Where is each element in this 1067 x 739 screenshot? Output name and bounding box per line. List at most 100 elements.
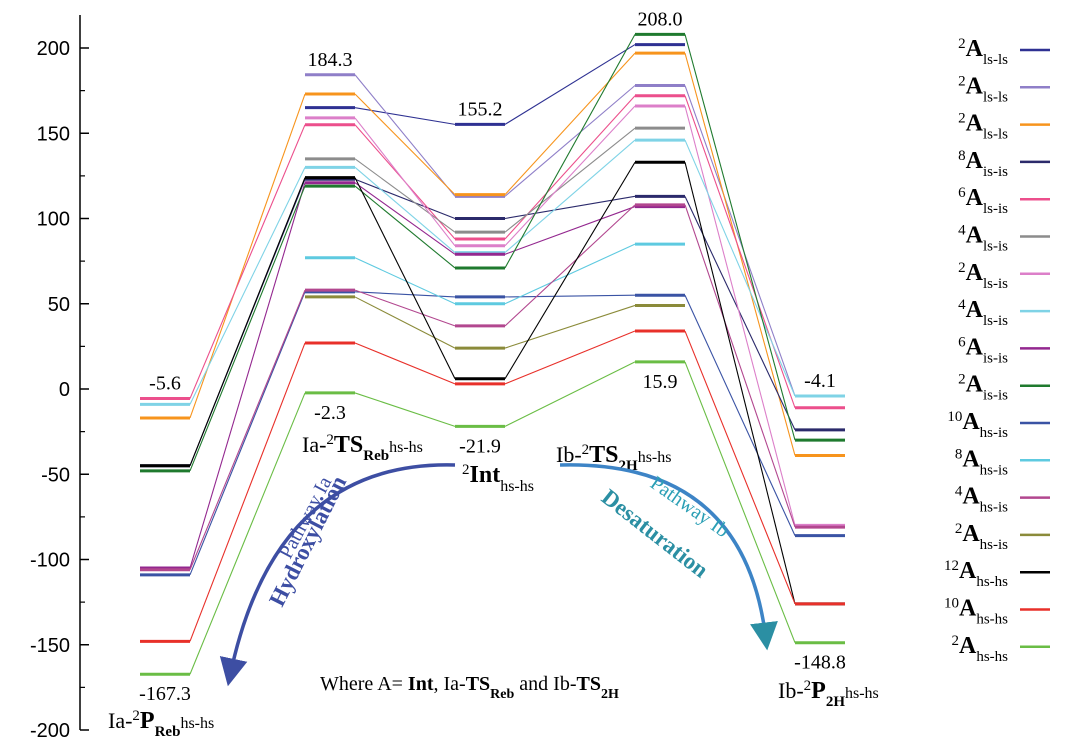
value-label: -21.9 xyxy=(459,435,501,457)
value-label: 208.0 xyxy=(638,8,683,30)
legend-label: 6Ais-is xyxy=(958,334,1008,366)
y-tick-label: 100 xyxy=(37,209,70,231)
connector-12-hs-hs-14 xyxy=(354,177,456,380)
legend-label: 2Als-ls xyxy=(958,73,1008,105)
connector-6-is-is-8 xyxy=(504,206,636,255)
state-label-P_2H: Ib-2P2Hhs-hs xyxy=(778,678,879,710)
legend-label: 6Als-is xyxy=(958,185,1008,217)
state-label-P_Reb: Ia-2PRebhs-hs xyxy=(108,708,214,739)
connector-6-is-is-8 xyxy=(354,182,456,255)
connector-4-ls-is-7 xyxy=(354,166,456,254)
connector-2-is-is-9 xyxy=(504,34,636,269)
connector-2-ls-ls-2 xyxy=(684,52,796,456)
value-labels: -5.6 -167.3 184.3 -2.3 155.2 -21.9 208.0 15.9 -4… xyxy=(139,8,846,705)
legend-label: 2Ahs-is xyxy=(955,521,1008,553)
value-label: -5.6 xyxy=(149,373,181,395)
connector-2-ls-is-6 xyxy=(354,117,456,247)
pathway-ib-arrow xyxy=(559,463,778,651)
connector-10-hs-hs-15 xyxy=(684,330,796,605)
connector-4-ls-is-5 xyxy=(354,158,456,233)
connector-12-hs-hs-14 xyxy=(504,161,636,380)
connector-8-hs-is-11 xyxy=(354,257,456,305)
legend-label: 4Als-is xyxy=(958,223,1008,255)
connector-2-hs-is-13 xyxy=(354,296,456,349)
legend: 2Als-ls 2Als-ls 2Als-ls 8Ais-is 6Als-is 4Als-… xyxy=(944,36,1050,665)
energy-levels xyxy=(140,32,845,676)
connector-8-is-is-3 xyxy=(504,195,636,220)
connector-10-hs-hs-15 xyxy=(189,342,306,642)
legend-label: 12Ahs-hs xyxy=(944,558,1008,590)
connector-8-is-is-3 xyxy=(354,178,456,220)
y-tick-label: -50 xyxy=(41,464,70,486)
legend-label: 2Ahs-hs xyxy=(951,633,1008,665)
legend-label: 2Als-is xyxy=(958,260,1008,292)
y-tick-label: 200 xyxy=(37,38,70,60)
connector-2-ls-ls-1 xyxy=(354,74,456,197)
connector-2-ls-ls-0 xyxy=(504,44,636,125)
connector-2-ls-is-6 xyxy=(684,105,796,526)
value-label: -148.8 xyxy=(794,652,846,674)
legend-label: 2Als-ls xyxy=(958,36,1008,68)
connector-4-ls-is-7 xyxy=(189,167,306,405)
connector-2-ls-ls-2 xyxy=(354,93,456,196)
y-axis: -200 -150 -100 -50 0 50 100 150 200 xyxy=(30,15,89,739)
connector-10-hs-is-10 xyxy=(684,294,796,536)
legend-label: 2Als-ls xyxy=(958,111,1008,143)
connector-6-ls-is-4 xyxy=(504,95,636,240)
y-tick-label: -100 xyxy=(30,550,70,572)
state-label-TS_Reb: Ia-2TSRebhs-hs xyxy=(302,432,423,464)
connector-2-hs-hs-16 xyxy=(684,361,796,643)
connector-2-ls-ls-0 xyxy=(354,107,456,125)
legend-label: 4Als-is xyxy=(958,297,1008,329)
legend-label: 10Ahs-is xyxy=(947,409,1008,441)
legend-label: 2Ais-is xyxy=(958,372,1008,404)
connector-6-ls-is-4 xyxy=(684,95,796,408)
connector-2-is-is-9 xyxy=(684,34,796,441)
legend-label: 10Ahs-hs xyxy=(944,596,1008,628)
connector-10-hs-is-10 xyxy=(354,291,456,298)
connector-4-ls-is-7 xyxy=(684,139,796,397)
y-tick-label: 50 xyxy=(48,294,70,316)
connector-4-ls-is-5 xyxy=(504,127,636,233)
y-tick-label: -150 xyxy=(30,635,70,657)
value-label: 15.9 xyxy=(643,371,678,393)
y-tick-label: 0 xyxy=(59,379,70,401)
legend-label: 4Ahs-is xyxy=(955,484,1008,516)
state-label-Int: 2Inths-hs xyxy=(462,462,534,495)
value-label: -167.3 xyxy=(139,683,191,705)
value-label: 155.2 xyxy=(458,98,503,120)
connector-10-hs-hs-15 xyxy=(354,342,456,385)
connector-2-ls-is-6 xyxy=(504,105,636,247)
connector-4-hs-is-12 xyxy=(354,289,456,327)
connector-lines xyxy=(189,34,796,675)
connector-2-hs-hs-16 xyxy=(189,392,306,675)
footnote: Where A= Int, Ia-TSReb and Ib-TS2H xyxy=(320,673,619,702)
state-label-TS_2H: Ib-2TS2Hhs-hs xyxy=(556,442,671,474)
connector-2-ls-ls-1 xyxy=(684,85,796,397)
legend-label: 8Ahs-is xyxy=(955,446,1008,478)
connector-12-hs-hs-14 xyxy=(684,162,796,604)
value-label: 184.3 xyxy=(308,49,353,71)
connector-10-hs-hs-15 xyxy=(504,330,636,385)
connector-6-is-is-8 xyxy=(189,182,306,569)
connector-4-hs-is-12 xyxy=(684,204,796,528)
connector-4-hs-is-12 xyxy=(504,204,636,327)
value-label: -2.3 xyxy=(314,402,346,424)
y-tick-label: -200 xyxy=(30,720,70,739)
pathway-ia-arrow xyxy=(219,463,456,687)
connector-2-ls-ls-2 xyxy=(504,52,636,196)
connector-8-hs-is-11 xyxy=(504,243,636,305)
connector-2-is-is-9 xyxy=(354,185,456,269)
connector-10-hs-is-10 xyxy=(504,294,636,298)
legend-label: 8Ais-is xyxy=(958,148,1008,180)
connector-8-is-is-3 xyxy=(684,196,796,431)
connector-6-ls-is-4 xyxy=(189,124,306,399)
connector-2-is-is-9 xyxy=(189,185,306,472)
connector-2-hs-hs-16 xyxy=(504,361,636,427)
connector-10-hs-is-10 xyxy=(189,291,306,576)
connector-12-hs-hs-14 xyxy=(189,177,306,466)
value-label: -4.1 xyxy=(804,370,836,392)
state-labels: Ia-2PRebhs-hs Ia-2TSRebhs-hs 2Inths-hs Ib-2… xyxy=(108,432,879,739)
